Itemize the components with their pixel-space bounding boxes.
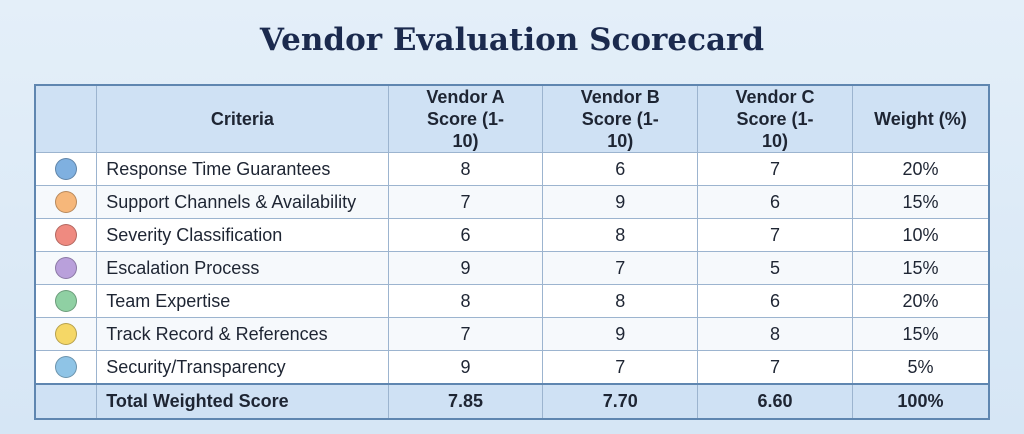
- total-row: Total Weighted Score 7.85 7.70 6.60 100%: [34, 383, 990, 420]
- value-cell: 7: [387, 317, 544, 351]
- table-body: Response Time Guarantees 8 6 7 20% Support Ch…: [34, 152, 990, 420]
- table-row: Team Expertise 8 8 6 20%: [34, 284, 990, 318]
- value-cell: 8: [697, 317, 853, 351]
- icon-cell: [34, 152, 98, 186]
- column-header: Weight (%): [851, 84, 990, 153]
- table-row: Severity Classification 6 8 7 10%: [34, 218, 990, 252]
- row-icon: [55, 290, 78, 313]
- total-label: Total Weighted Score: [96, 383, 389, 420]
- value-cell: 8: [387, 152, 544, 186]
- icon-cell: [34, 284, 98, 318]
- table-row: Escalation Process 9 7 5 15%: [34, 251, 990, 285]
- header-row: Criteria Vendor A Score (1-10) Vendor B Sc…: [34, 84, 990, 153]
- icon-cell: [34, 218, 98, 252]
- row-icon: [55, 356, 78, 379]
- icon-header: [34, 84, 98, 153]
- value-cell: 9: [387, 251, 544, 285]
- value-cell: 8: [542, 218, 699, 252]
- value-cell: 9: [542, 317, 699, 351]
- value-cell: 7: [697, 218, 853, 252]
- column-header: Vendor C Score (1-10): [697, 84, 853, 153]
- title: Vendor Evaluation Scorecard: [259, 22, 765, 58]
- icon-cell: [34, 383, 98, 420]
- icon-cell: [34, 317, 98, 351]
- value-cell: 7: [542, 251, 699, 285]
- value-cell: 7: [697, 152, 853, 186]
- table-row: Track Record & References 7 9 8 15%: [34, 317, 990, 351]
- table-row: Response Time Guarantees 8 6 7 20%: [34, 152, 990, 186]
- value-cell: 20%: [851, 152, 990, 186]
- table-row: Security/Transparency 9 7 7 5%: [34, 350, 990, 385]
- value-cell: 5: [697, 251, 853, 285]
- row-icon: [55, 191, 78, 214]
- column-header: Criteria: [96, 84, 389, 153]
- value-cell: 8: [387, 284, 544, 318]
- criteria-cell: Escalation Process: [96, 251, 389, 285]
- criteria-cell: Security/Transparency: [96, 350, 389, 385]
- value-cell: 7: [542, 350, 699, 385]
- row-icon: [55, 257, 78, 280]
- total-value: 7.70: [542, 383, 699, 420]
- value-cell: 6: [697, 284, 853, 318]
- icon-cell: [34, 251, 98, 285]
- row-icon: [55, 323, 78, 346]
- value-cell: 20%: [851, 284, 990, 318]
- value-cell: 15%: [851, 317, 990, 351]
- value-cell: 15%: [851, 251, 990, 285]
- column-header: Vendor B Score (1-10): [542, 84, 699, 153]
- icon-cell: [34, 185, 98, 219]
- value-cell: 9: [387, 350, 544, 385]
- criteria-cell: Response Time Guarantees: [96, 152, 389, 186]
- criteria-cell: Support Channels & Availability: [96, 185, 389, 219]
- value-cell: 6: [697, 185, 853, 219]
- value-cell: 6: [387, 218, 544, 252]
- value-cell: 5%: [851, 350, 990, 385]
- total-value: 7.85: [387, 383, 544, 420]
- value-cell: 9: [542, 185, 699, 219]
- value-cell: 8: [542, 284, 699, 318]
- criteria-cell: Team Expertise: [96, 284, 389, 318]
- total-value: 100%: [851, 383, 990, 420]
- table-row: Support Channels & Availability 7 9 6 15%: [34, 185, 990, 219]
- scorecard-table: Criteria Vendor A Score (1-10) Vendor B Sc…: [34, 84, 990, 420]
- icon-cell: [34, 350, 98, 385]
- value-cell: 7: [387, 185, 544, 219]
- criteria-cell: Track Record & References: [96, 317, 389, 351]
- row-icon: [55, 158, 78, 181]
- criteria-cell: Severity Classification: [96, 218, 389, 252]
- value-cell: 15%: [851, 185, 990, 219]
- row-icon: [55, 224, 78, 247]
- value-cell: 6: [542, 152, 699, 186]
- column-header: Vendor A Score (1-10): [387, 84, 544, 153]
- value-cell: 10%: [851, 218, 990, 252]
- value-cell: 7: [697, 350, 853, 385]
- total-value: 6.60: [697, 383, 853, 420]
